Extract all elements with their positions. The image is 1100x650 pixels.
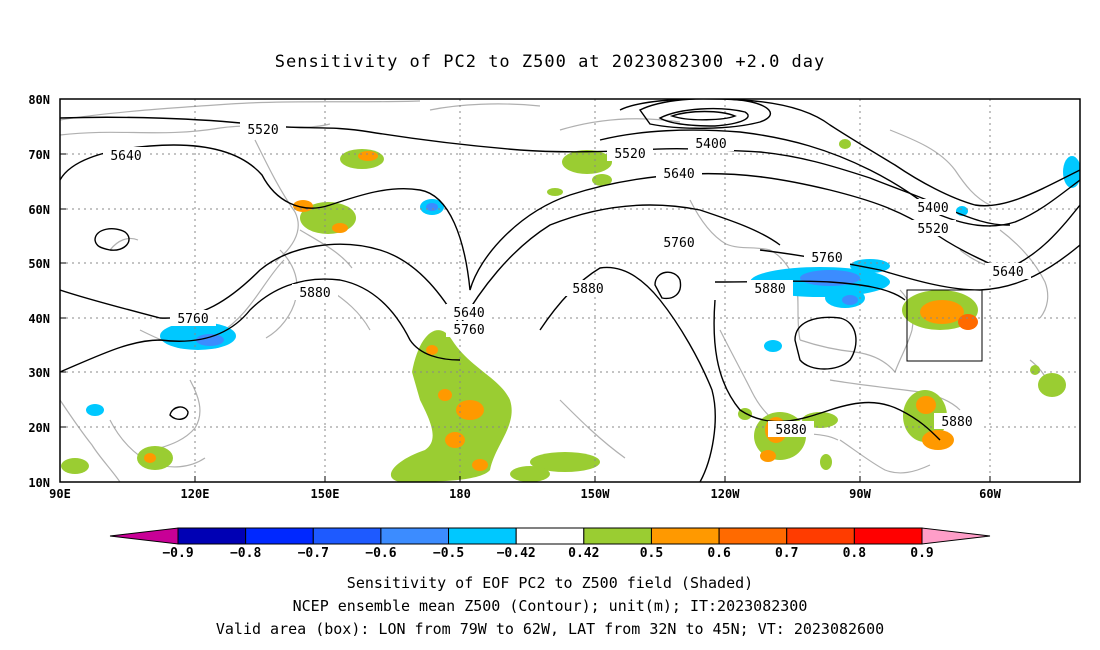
lon-label: 90W: [849, 487, 871, 501]
contour-label: 5640: [453, 306, 484, 321]
colorbar-tick-label: −0.7: [298, 546, 329, 561]
longitude-labels: 90E 120E 150E 180 150W 120W 90W 60W: [49, 487, 1001, 501]
lon-label: 180: [449, 487, 471, 501]
contour-label: 5880: [754, 282, 785, 297]
colorbar-cell: [718, 527, 788, 545]
contour-5880-south: [713, 299, 941, 441]
map-content: 5520 5640 5520 5400 5640 5760 5880 5640 …: [60, 99, 1080, 482]
colorbar-tick-label: −0.8: [230, 546, 261, 561]
contour-label: 5760: [453, 323, 484, 338]
caption-line-1: Sensitivity of EOF PC2 to Z500 field (Sh…: [347, 574, 753, 592]
lat-label: 10N: [28, 476, 50, 490]
colorbar-cell: [312, 527, 382, 545]
colorbar-cell: [245, 527, 314, 545]
colorbar-cell: [786, 527, 855, 545]
lat-label: 70N: [28, 148, 50, 162]
lat-label: 80N: [28, 93, 50, 107]
contour-label: 5400: [917, 201, 948, 216]
contour-5880-west: [60, 278, 461, 373]
colorbar-over-triangle: [921, 527, 991, 545]
colorbar-labels: −0.9 −0.8 −0.7 −0.6 −0.5 −0.42 0.42 0.5 0.6 0.7 0.…: [162, 546, 933, 561]
contour-label: 5880: [572, 282, 603, 297]
colorbar-cell: [177, 527, 247, 545]
colorbar-tick-label: 0.42: [568, 546, 599, 561]
lon-label: 60W: [979, 487, 1001, 501]
low-closed-contour-1: [638, 99, 772, 129]
contour-label: 5640: [663, 167, 694, 182]
contour-labels: 5520 5640 5520 5400 5640 5760 5880 5640 …: [103, 121, 1031, 438]
high-closed-contour-w: [169, 406, 189, 420]
colorbar-tick-label: 0.5: [640, 546, 663, 561]
colorbar-tick-label: 0.9: [910, 546, 933, 561]
low-closed-contour-nw: [94, 228, 130, 251]
low-closed-contour-3: [669, 110, 737, 121]
lon-label: 150E: [311, 487, 340, 501]
axis-ticks: [60, 153, 991, 482]
contour-label: 5760: [811, 251, 842, 266]
contour-5520-east: [599, 129, 1080, 227]
lat-label: 30N: [28, 366, 50, 380]
high-closed-contour: [794, 316, 857, 370]
colorbar-cell: [583, 527, 652, 545]
colorbar-tick-label: 0.8: [843, 546, 867, 561]
colorbar-under-triangle: [109, 527, 179, 545]
lon-label: 120E: [181, 487, 210, 501]
lat-label: 40N: [28, 312, 50, 326]
lat-label: 20N: [28, 421, 50, 435]
contour-label: 5880: [775, 423, 806, 438]
lon-label: 90E: [49, 487, 71, 501]
contour-label: 5760: [663, 236, 694, 251]
map-frame: [59, 98, 1081, 483]
lon-label: 120W: [711, 487, 741, 501]
colorbar-tick-label: 0.7: [775, 546, 798, 561]
lon-label: 150W: [581, 487, 611, 501]
latitude-labels: 80N 70N 60N 50N 40N 30N 20N 10N: [28, 93, 50, 490]
colorbar-cell: [380, 527, 450, 545]
contour-label: 5520: [917, 222, 948, 237]
contour-label: 5760: [177, 312, 208, 327]
contour-label: 5640: [110, 149, 141, 164]
figure-title: Sensitivity of PC2 to Z500 at 2023082300…: [275, 52, 826, 72]
lat-label: 50N: [28, 257, 50, 271]
contour-label: 5880: [941, 415, 972, 430]
coastlines: [60, 100, 1051, 482]
caption-line-2: NCEP ensemble mean Z500 (Contour); unit(…: [293, 597, 808, 615]
caption-line-3: Valid area (box): LON from 79W to 62W, L…: [216, 620, 884, 638]
low-closed-contour-pac: [654, 271, 682, 300]
contour-label: 5520: [247, 123, 278, 138]
graticule: [60, 99, 1080, 482]
contour-label: 5520: [614, 147, 645, 162]
colorbar-cells: [177, 527, 923, 545]
colorbar-tick-label: 0.6: [707, 546, 731, 561]
colorbar-cell: [448, 527, 517, 545]
colorbar: −0.9 −0.8 −0.7 −0.6 −0.5 −0.42 0.42 0.5 0.6 0.7 0.…: [109, 527, 991, 561]
contour-label: 5880: [299, 286, 330, 301]
colorbar-cell: [650, 527, 720, 545]
contour-label: 5640: [992, 265, 1023, 280]
contour-label: 5400: [695, 137, 726, 152]
valid-area-box: [906, 289, 983, 362]
lat-label: 60N: [28, 203, 50, 217]
colorbar-cell: [515, 527, 585, 545]
contour-5400: [619, 99, 1080, 207]
low-closed-contour-2: [658, 107, 749, 127]
colorbar-tick-label: −0.9: [162, 546, 193, 561]
colorbar-cell: [853, 527, 923, 545]
colorbar-tick-label: −0.6: [365, 546, 396, 561]
colorbar-tick-label: −0.5: [433, 546, 464, 561]
colorbar-tick-label: −0.42: [497, 546, 536, 561]
